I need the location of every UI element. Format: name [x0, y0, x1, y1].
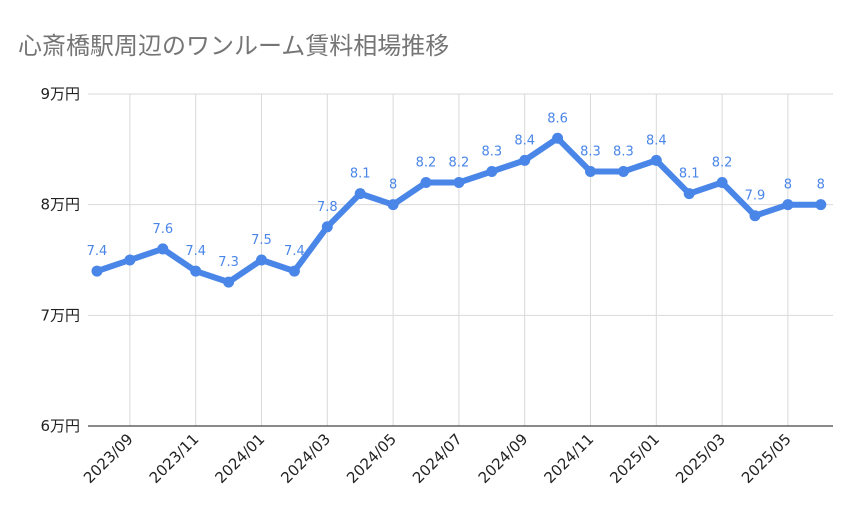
x-tick-label: 2025/05	[738, 430, 795, 487]
y-tick-label: 7万円	[40, 306, 80, 324]
data-point	[749, 210, 761, 222]
data-point	[420, 177, 432, 189]
chart-title: 心斎橋駅周辺のワンルーム賃料相場推移	[18, 32, 450, 60]
x-tick-label: 2023/09	[80, 430, 137, 487]
data-label: 7.8	[317, 200, 338, 215]
data-point	[650, 154, 662, 166]
data-point	[256, 254, 267, 266]
data-point	[815, 199, 827, 211]
data-label: 8.2	[449, 156, 470, 171]
x-tick-label: 2024/03	[277, 430, 334, 487]
data-label: 8.3	[613, 144, 634, 159]
data-label: 8	[817, 178, 825, 193]
y-tick-label: 8万円	[40, 196, 80, 214]
data-label: 8.3	[580, 144, 601, 159]
x-tick-label: 2024/05	[343, 430, 400, 487]
data-point	[321, 221, 333, 233]
data-point	[354, 188, 366, 200]
data-label: 8.2	[712, 156, 733, 171]
data-point	[190, 265, 202, 277]
data-label: 8.2	[416, 156, 437, 171]
data-label: 7.4	[284, 244, 305, 259]
data-point	[683, 188, 695, 200]
data-point	[288, 265, 300, 277]
x-tick-label: 2024/11	[541, 430, 598, 487]
data-point	[223, 276, 235, 288]
data-label: 8.1	[679, 167, 700, 182]
y-tick-label: 6万円	[40, 417, 80, 435]
data-point	[617, 165, 629, 177]
data-point	[453, 177, 465, 189]
y-tick-label: 9万円	[40, 85, 80, 103]
x-tick-label: 2024/07	[409, 430, 466, 487]
data-point	[124, 254, 136, 266]
data-label: 8.4	[646, 133, 667, 148]
x-tick-label: 2025/01	[606, 430, 663, 487]
data-label: 8.4	[514, 133, 535, 148]
data-label: 8	[784, 178, 792, 193]
data-point	[585, 165, 596, 177]
data-label: 7.4	[185, 244, 206, 259]
data-point	[552, 132, 564, 144]
data-point	[157, 243, 169, 255]
data-label: 7.6	[152, 222, 173, 237]
data-label: 7.3	[218, 255, 239, 270]
data-label: 8.6	[547, 111, 568, 126]
data-point	[519, 154, 531, 166]
data-point	[716, 177, 728, 189]
data-label: 7.9	[745, 189, 766, 204]
data-point	[486, 165, 498, 177]
data-label: 8	[389, 178, 397, 193]
data-label: 7.4	[87, 244, 108, 259]
x-tick-label: 2024/01	[212, 430, 269, 487]
data-point	[91, 265, 103, 277]
x-tick-label: 2025/03	[672, 430, 729, 487]
data-label: 8.1	[350, 167, 371, 182]
data-point	[782, 199, 794, 211]
data-point	[387, 199, 399, 211]
x-tick-label: 2023/11	[146, 430, 203, 487]
data-label: 7.5	[251, 233, 272, 248]
x-tick-label: 2024/09	[475, 430, 532, 487]
data-label: 8.3	[481, 144, 502, 159]
